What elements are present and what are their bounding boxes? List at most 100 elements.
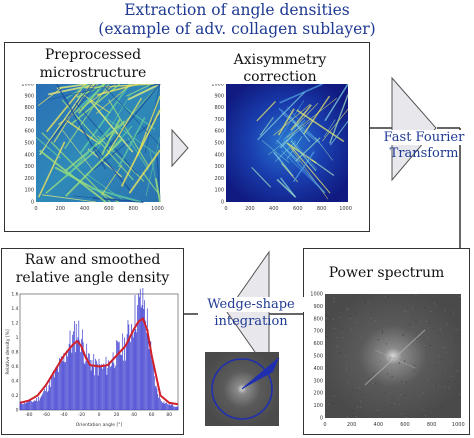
raw-density-bar [62, 361, 64, 410]
raw-density-bar [68, 343, 70, 410]
spectrum-noise-dot [425, 415, 427, 417]
raw-density-bar [102, 368, 103, 410]
x-tick-label: 400 [374, 422, 384, 428]
raw-density-bar [45, 391, 46, 410]
y-tick-label: 600 [313, 341, 323, 347]
power-spectrum-background [325, 294, 461, 418]
raw-density-bar [128, 324, 130, 410]
raw-density-bar [27, 402, 29, 410]
x-tick-label: 1000 [452, 422, 465, 428]
fiber-line [98, 112, 159, 156]
spectrum-noise-dot [365, 302, 367, 304]
raw-density-bar [157, 394, 159, 410]
y-tick-label: 0 [31, 200, 34, 206]
raw-density-bar [90, 370, 92, 410]
x-tick-label: 0 [323, 422, 326, 428]
y-tick-label: 0.2 [11, 393, 18, 399]
x-tick-label: -60 [43, 412, 50, 418]
spectrum-noise-dot [400, 393, 402, 395]
spectrum-noise-dot [459, 335, 461, 337]
spectrum-noise-dot [327, 403, 329, 405]
y-tick-label: 1.6 [11, 292, 18, 298]
spectrum-noise-dot [355, 416, 357, 418]
spectrum-noise-dot [459, 393, 461, 395]
spectrum-noise-dot [439, 328, 441, 330]
raw-density-bar [88, 353, 89, 410]
spectrum-noise-dot [374, 383, 376, 385]
y-tick-label: 1000 [310, 292, 323, 298]
spectrum-noise-dot [457, 329, 459, 331]
fiber-line [48, 84, 119, 100]
raw-density-bar [140, 307, 142, 410]
spectrum-noise-dot [356, 322, 358, 324]
spectrum-noise-dot [413, 326, 415, 328]
raw-density-bar [103, 363, 104, 410]
raw-density-bar [167, 404, 169, 410]
spectrum-noise-dot [405, 381, 407, 383]
spectrum-noise-dot [333, 301, 335, 303]
spectrum-noise-dot [426, 321, 428, 323]
y-tick-label: 400 [313, 366, 323, 372]
fiber-line [97, 136, 144, 182]
fiber-line [275, 100, 305, 145]
raw-density-bar [21, 403, 23, 410]
spectrum-noise-dot [429, 322, 431, 324]
fiber-line [323, 119, 336, 138]
integration-circle [211, 358, 273, 420]
spectrum-noise-dot [441, 359, 443, 361]
fiber-line [281, 150, 326, 194]
fiber-line [146, 137, 160, 196]
spectrum-noise-dot [351, 303, 353, 305]
spectrum-noise-dot [360, 401, 362, 403]
fiber-line [105, 84, 160, 151]
spectrum-noise-dot [325, 365, 327, 367]
spectrum-noise-dot [389, 357, 391, 359]
fiber-line [84, 84, 153, 88]
wedge-arrow-triangle [226, 250, 270, 374]
spectrum-noise-dot [386, 343, 388, 345]
spectrum-noise-dot [371, 331, 373, 333]
fiber-line [329, 120, 349, 146]
spectrum-noise-dot [352, 415, 354, 417]
y-tick-label: 200 [313, 391, 323, 397]
spectrum-noise-dot [352, 410, 354, 412]
fiber-line [88, 98, 132, 152]
raw-density-bar [139, 296, 140, 410]
wedge-integration-image [205, 352, 280, 426]
spectrum-noise-dot [351, 409, 353, 411]
spectrum-noise-dot [450, 304, 452, 306]
spectrum-noise-dot [375, 365, 377, 367]
raw-density-bar [177, 405, 179, 410]
wedge-label-line1: Wedge-shape [198, 297, 304, 312]
spectrum-noise-dot [332, 318, 334, 320]
spectrum-noise-dot [441, 294, 443, 296]
spectrum-noise-dot [339, 316, 341, 318]
raw-density-bar [20, 401, 22, 410]
fiber-line [47, 84, 91, 145]
raw-density-bar [161, 402, 163, 410]
spectrum-noise-dot [336, 336, 338, 338]
fiber-line [277, 108, 295, 136]
fiber-line [251, 167, 272, 188]
raw-density-bar [176, 407, 178, 410]
spectrum-noise-dot [387, 296, 389, 298]
spectrum-noise-dot [442, 347, 444, 349]
raw-density-bar [39, 398, 41, 410]
raw-density-bar [131, 324, 132, 410]
fiber-line [273, 151, 294, 177]
spectrum-noise-dot [339, 351, 341, 353]
raw-density-bar [122, 333, 124, 410]
fiber-line [286, 142, 329, 200]
fiber-line [322, 108, 349, 142]
fiber-line [106, 98, 141, 156]
x-tick-label: 200 [347, 422, 357, 428]
angle-density-chart: 1.6 1.4 1.2 1 0.8 0.6 0.4 0.2 0 -80 -60 -40 -20 0 20 4… [5, 288, 179, 428]
raw-density-bar [144, 300, 145, 410]
fiber-line [294, 103, 319, 127]
raw-density-bar [135, 329, 137, 410]
fiber-line [268, 119, 313, 155]
raw-density-bar [133, 332, 135, 410]
spectrum-noise-dot [408, 324, 410, 326]
spectrum-noise-dot [346, 364, 348, 366]
fiber-line [81, 93, 110, 113]
